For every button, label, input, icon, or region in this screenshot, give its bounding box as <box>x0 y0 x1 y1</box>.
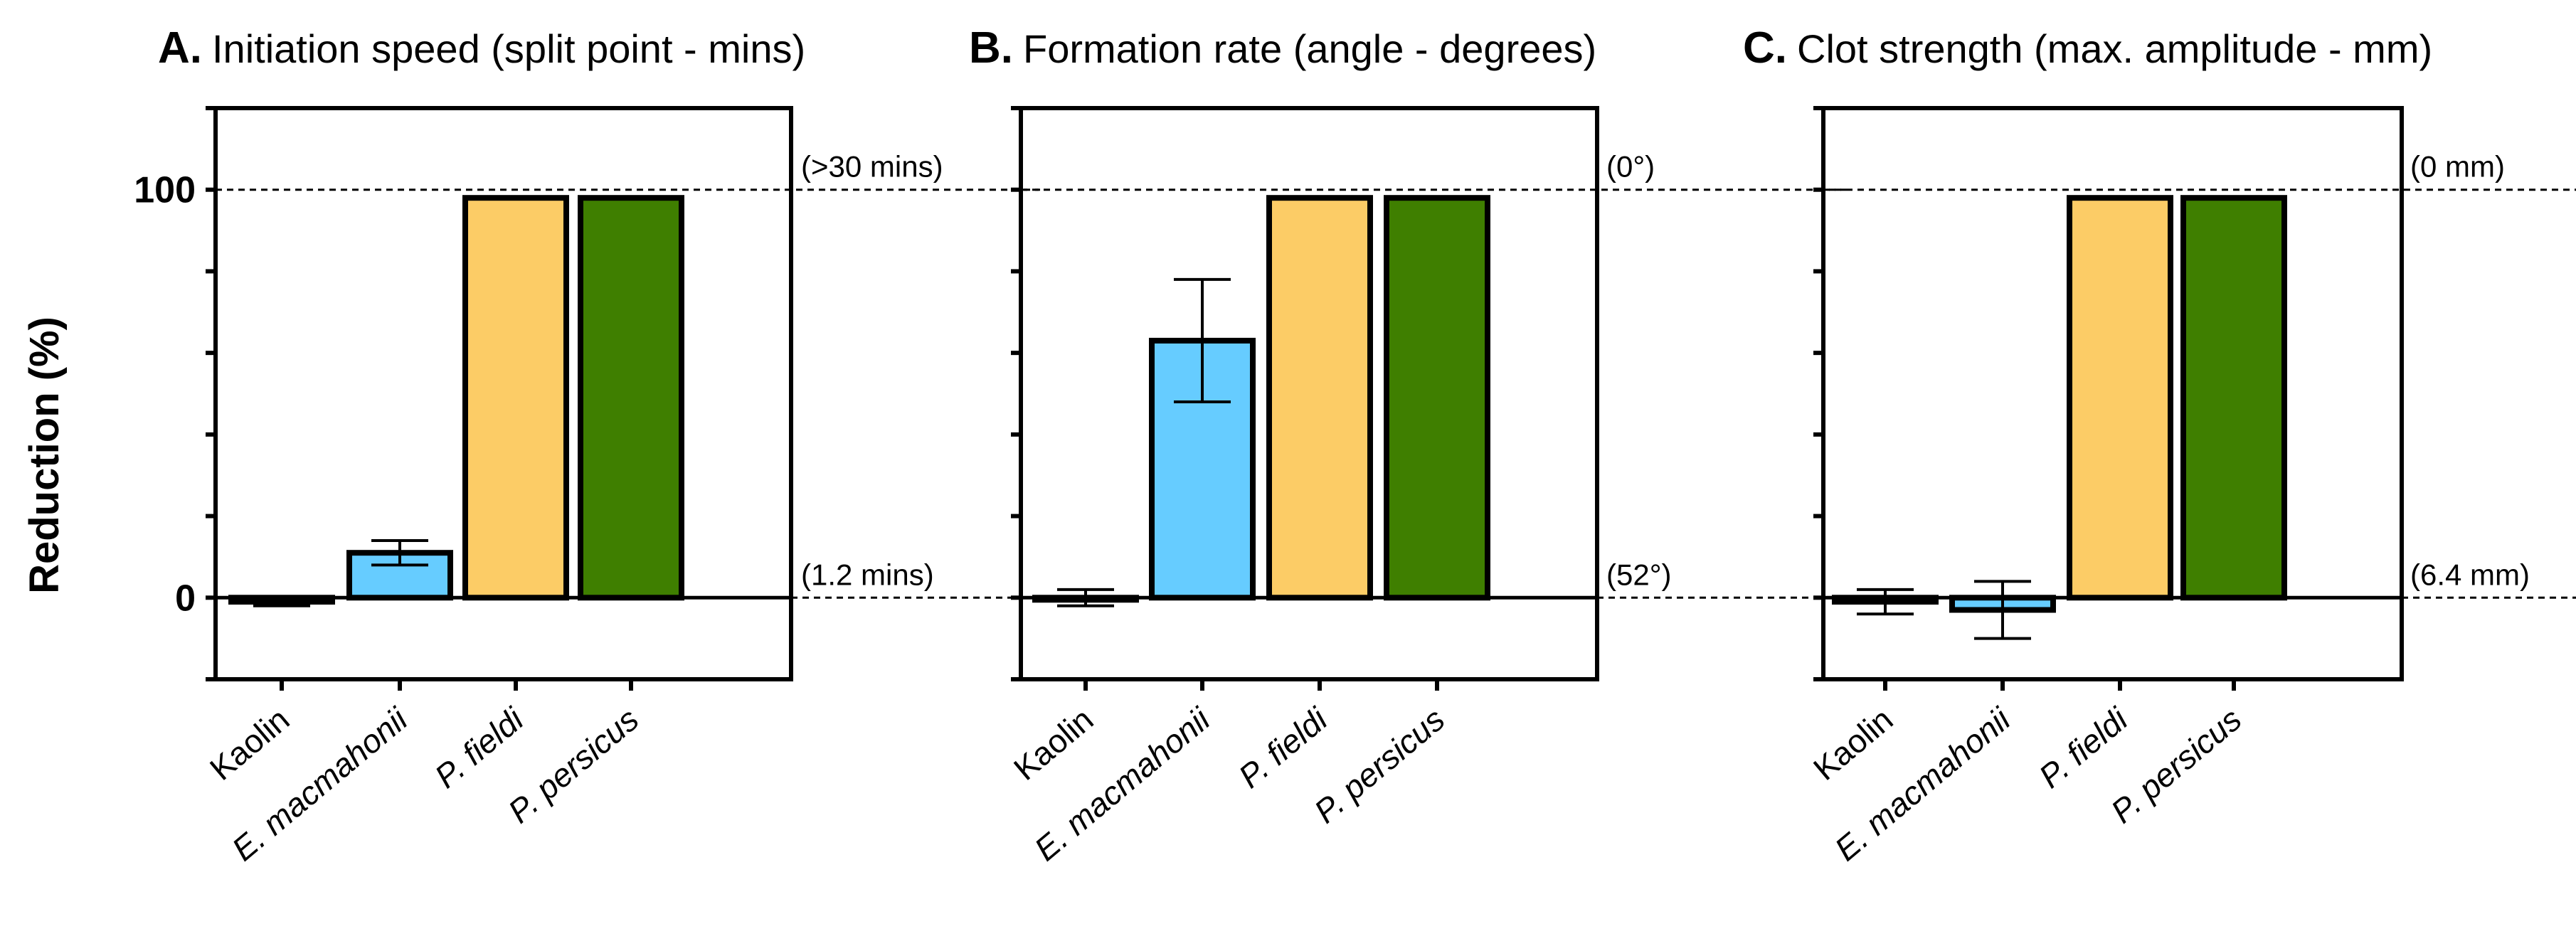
panel-title: C. Clot strength (max. amplitude - mm) <box>1743 23 2432 73</box>
panel-letter: B. <box>969 23 1013 73</box>
category-label: P. fieldi <box>428 700 531 795</box>
panel-title: A. Initiation speed (split point - mins) <box>158 23 805 73</box>
y-tick-label: 100 <box>134 170 196 211</box>
bar <box>1266 195 1373 601</box>
y-axis-label: Reduction (%) <box>21 317 68 594</box>
y-tick-label: 0 <box>175 578 196 619</box>
reference-label: (52°) <box>1606 558 1672 591</box>
reference-label: (0 mm) <box>2410 150 2505 184</box>
reference-label: (6.4 mm) <box>2410 558 2530 591</box>
chart-panel-3: C. Clot strength (max. amplitude - mm) (0 … <box>1743 23 2576 868</box>
category-label: Kaolin <box>1007 701 1100 787</box>
reference-label: (0°) <box>1606 150 1655 184</box>
plot-frame <box>1821 106 2404 681</box>
category-label: P. fieldi <box>2032 700 2136 795</box>
category-label: Kaolin <box>1806 701 1899 787</box>
panel-title-text: Formation rate (angle - degrees) <box>1023 26 1596 71</box>
bar <box>2180 195 2287 601</box>
chart-panel-1: A. Initiation speed (split point - mins) 0… <box>134 23 1040 868</box>
panel-letter: A. <box>158 23 202 73</box>
category-label: Kaolin <box>203 701 296 787</box>
reference-label: (1.2 mins) <box>801 558 934 591</box>
bar <box>1384 195 1490 601</box>
panel-letter: C. <box>1743 23 1787 73</box>
chart-panel-2: B. Formation rate (angle - degrees) (0°) (5… <box>969 23 1846 868</box>
bar <box>462 195 569 601</box>
panel-title-text: Initiation speed (split point - mins) <box>212 26 805 71</box>
plot-frame <box>213 106 793 681</box>
plot-frame <box>1019 106 1599 681</box>
bar <box>2067 195 2173 601</box>
panel-title-text: Clot strength (max. amplitude - mm) <box>1797 26 2432 71</box>
category-label: P. persicus <box>1307 701 1451 830</box>
panel-title: B. Formation rate (angle - degrees) <box>969 23 1596 73</box>
bar <box>578 195 684 601</box>
category-label: P. fieldi <box>1231 700 1335 795</box>
reference-label: (>30 mins) <box>801 150 943 184</box>
panels: A. Initiation speed (split point - mins) 0… <box>134 23 2576 868</box>
